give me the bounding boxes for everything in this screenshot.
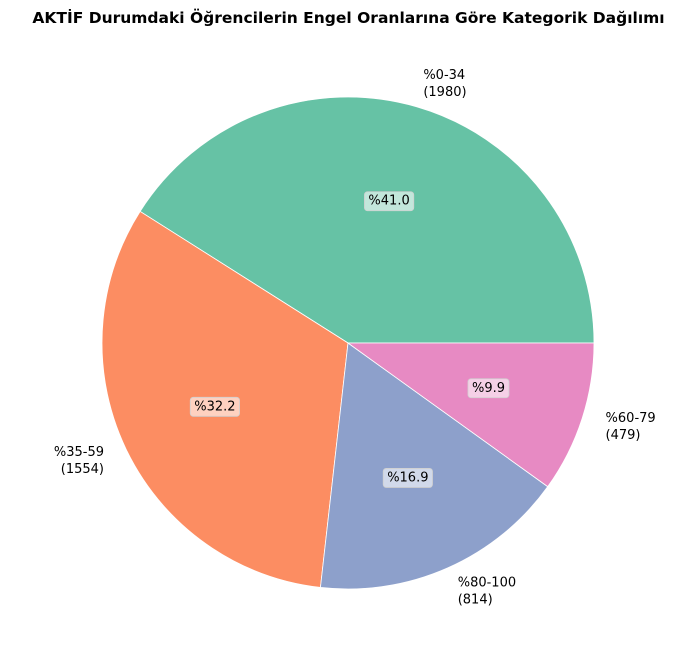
slice-percent-2: %16.9 — [382, 468, 433, 488]
slice-percent-1: %32.2 — [189, 396, 240, 417]
percent-label-box — [364, 191, 415, 212]
percent-label-text: %41.0 — [368, 194, 409, 209]
slice-category-label: %0-34 — [423, 68, 465, 83]
pie-slice-0 — [139, 96, 595, 344]
percent-label-text: %32.2 — [194, 399, 235, 414]
percent-label-text: %16.9 — [387, 470, 428, 485]
percent-label-box — [382, 468, 433, 488]
slice-percent-3: %9.9 — [467, 378, 510, 399]
slice-count-label: (1980) — [423, 85, 466, 100]
slice-count-label: (479) — [606, 428, 641, 443]
slice-label-1: %35-59 (1554) — [54, 445, 104, 477]
pie-slice-2 — [319, 342, 549, 590]
slice-category-label: %60-79 — [606, 411, 656, 426]
percent-label-text: %9.9 — [472, 381, 505, 396]
slice-count-label: (1554) — [61, 462, 104, 477]
slice-category-label: %80-100 — [458, 575, 516, 590]
slice-category-label: %35-59 — [54, 445, 104, 460]
slice-label-2: %80-100 (814) — [458, 575, 516, 607]
slice-percent-0: %41.0 — [364, 191, 415, 212]
chart-title: AKTİF Durumdaki Öğrencilerin Engel Oranl… — [32, 9, 665, 27]
percent-label-box — [189, 396, 240, 417]
slice-count-label: (814) — [458, 592, 493, 607]
percent-label-box — [467, 378, 510, 399]
pie-slice-3 — [346, 342, 595, 488]
slice-label-3: %60-79 (479) — [606, 411, 656, 443]
slice-label-0: %0-34 (1980) — [423, 68, 466, 100]
